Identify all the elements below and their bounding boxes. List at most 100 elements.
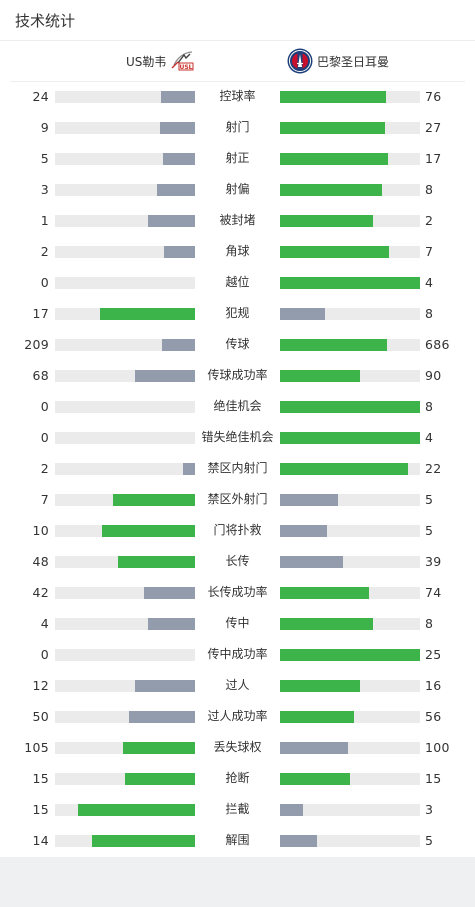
home-stat-value: 209 (24, 337, 49, 352)
home-stat-value: 48 (32, 554, 49, 569)
us-lecce-logo-icon: USL (170, 49, 196, 73)
section-title: 技术统计 (15, 12, 76, 30)
stat-row: 0 传中成功率 25 (0, 640, 475, 671)
away-stat-value: 56 (425, 709, 442, 724)
stat-label: 角球 (225, 244, 250, 258)
home-stat-bar (55, 277, 195, 289)
psg-logo-icon (287, 48, 313, 74)
away-stat-value: 4 (425, 275, 434, 290)
home-stat-bar (55, 463, 195, 475)
home-stat-bar (55, 587, 195, 599)
stat-label: 射门 (225, 120, 250, 134)
home-stat-bar-fill (100, 308, 195, 320)
stat-row: 0 错失绝佳机会 4 (0, 423, 475, 454)
home-stat-bar-fill (135, 680, 195, 692)
home-stat-value: 12 (32, 678, 49, 693)
stat-row: 15 抢断 15 (0, 764, 475, 795)
away-stat-bar (280, 308, 420, 320)
home-stat-bar-fill (113, 494, 195, 506)
stat-row: 14 解围 5 (0, 826, 475, 857)
stat-label: 禁区内射门 (207, 461, 268, 475)
away-stat-bar-fill (280, 525, 327, 537)
away-team-name: 巴黎圣日耳曼 (317, 54, 390, 69)
away-stat-bar-fill (280, 587, 369, 599)
away-stat-value: 17 (425, 151, 442, 166)
home-stat-value: 14 (32, 833, 49, 848)
away-stat-bar (280, 184, 420, 196)
stat-label: 被封堵 (219, 213, 256, 227)
away-stat-value: 8 (425, 616, 434, 631)
away-stat-bar-fill (280, 494, 338, 506)
stat-label: 传中成功率 (207, 647, 268, 661)
away-stat-value: 39 (425, 554, 442, 569)
away-stat-bar-fill (280, 370, 360, 382)
away-stat-value: 8 (425, 399, 434, 414)
home-stat-bar (55, 835, 195, 847)
stat-row: 5 射正 17 (0, 144, 475, 175)
away-stat-bar (280, 370, 420, 382)
home-stat-value: 0 (40, 399, 49, 414)
stat-row: 9 射门 27 (0, 113, 475, 144)
away-stat-value: 3 (425, 802, 434, 817)
away-stat-bar (280, 804, 420, 816)
away-stat-bar-fill (280, 215, 373, 227)
svg-text:USL: USL (180, 64, 193, 71)
stat-label: 丢失球权 (213, 740, 262, 754)
home-stat-value: 42 (32, 585, 49, 600)
stat-label: 传球成功率 (207, 368, 268, 382)
home-stat-bar (55, 742, 195, 754)
stats-list: 24 控球率 76 9 射门 27 5 射正 17 3 射偏 8 1 被封堵 2 2 角球 7 0 越位 4 17 犯规 8 2… (0, 82, 475, 857)
stat-row: 3 射偏 8 (0, 175, 475, 206)
away-stat-bar (280, 587, 420, 599)
home-stat-bar (55, 711, 195, 723)
stat-label: 射正 (225, 151, 250, 165)
away-stat-bar (280, 432, 420, 444)
home-stat-bar-fill (125, 773, 195, 785)
home-stat-value: 0 (40, 430, 49, 445)
stat-label: 射偏 (225, 182, 250, 196)
stat-label: 门将扑救 (213, 523, 262, 537)
stat-label: 长传成功率 (207, 585, 268, 599)
away-stat-bar (280, 711, 420, 723)
home-stat-bar-fill (183, 463, 195, 475)
home-stat-bar-fill (78, 804, 195, 816)
stat-label: 解围 (225, 833, 250, 847)
home-stat-value: 10 (32, 523, 49, 538)
stat-row: 10 门将扑救 5 (0, 516, 475, 547)
away-team[interactable]: 巴黎圣日耳曼 (287, 45, 389, 77)
home-stat-bar (55, 525, 195, 537)
stats-card: 技术统计 US勒韦 USL 巴黎圣日耳曼 2 (0, 0, 475, 857)
home-stat-bar-fill (123, 742, 195, 754)
home-stat-bar-fill (135, 370, 195, 382)
home-stat-bar (55, 91, 195, 103)
home-stat-bar (55, 401, 195, 413)
home-stat-bar (55, 308, 195, 320)
away-stat-bar (280, 122, 420, 134)
away-stat-value: 76 (425, 89, 442, 104)
away-stat-bar-fill (280, 401, 420, 413)
home-stat-value: 50 (32, 709, 49, 724)
home-stat-bar-fill (161, 91, 195, 103)
away-stat-value: 25 (425, 647, 442, 662)
home-stat-value: 15 (32, 771, 49, 786)
away-stat-bar (280, 277, 420, 289)
home-stat-value: 7 (40, 492, 49, 507)
stat-label: 过人 (225, 678, 250, 692)
away-stat-bar (280, 494, 420, 506)
home-stat-bar (55, 122, 195, 134)
away-stat-bar-fill (280, 649, 420, 661)
away-stat-value: 74 (425, 585, 442, 600)
home-team[interactable]: US勒韦 USL (126, 45, 196, 77)
home-stat-bar-fill (163, 153, 195, 165)
home-stat-bar (55, 370, 195, 382)
home-stat-bar-fill (148, 215, 195, 227)
away-stat-bar-fill (280, 618, 373, 630)
stat-row: 24 控球率 76 (0, 82, 475, 113)
away-stat-bar-fill (280, 804, 303, 816)
home-stat-bar (55, 494, 195, 506)
stat-label: 绝佳机会 (213, 399, 262, 413)
away-stat-value: 16 (425, 678, 442, 693)
home-stat-bar-fill (157, 184, 195, 196)
stat-label: 传球 (225, 337, 250, 351)
stat-label: 传中 (225, 616, 250, 630)
